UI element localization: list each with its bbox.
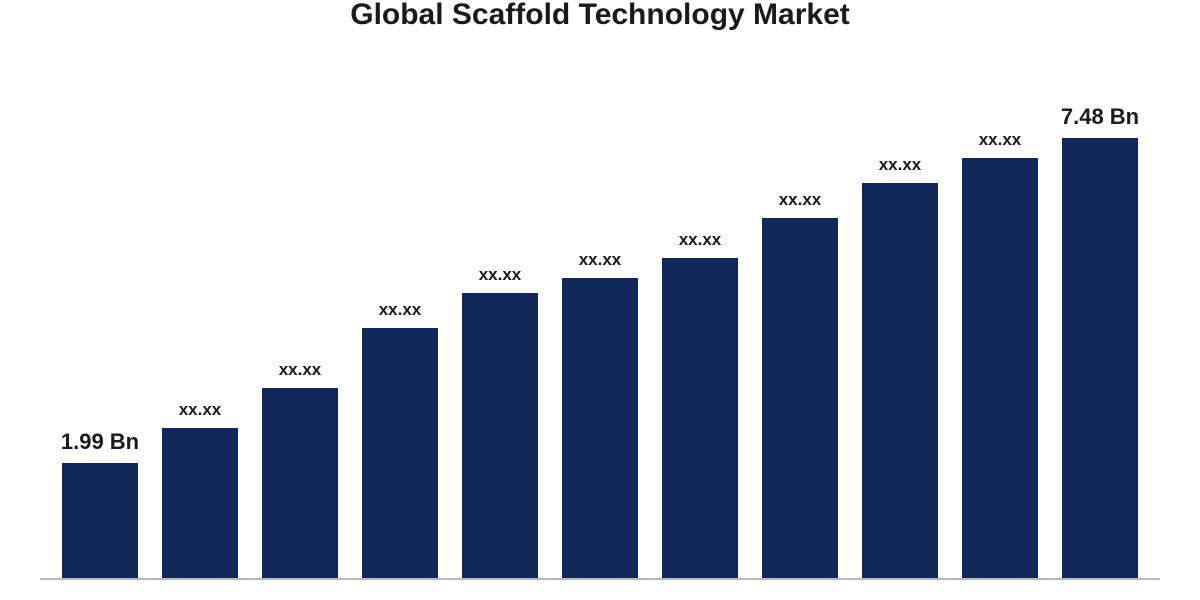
- bar-label: xx.xx: [779, 190, 822, 210]
- bar-label: 1.99 Bn: [61, 429, 139, 455]
- bar: [362, 328, 438, 578]
- bar-label: xx.xx: [379, 300, 422, 320]
- bar-group: xx.xx: [857, 155, 943, 578]
- bar-label: 7.48 Bn: [1061, 104, 1139, 130]
- bar: [1062, 138, 1138, 578]
- bar-label: xx.xx: [579, 250, 622, 270]
- bar: [662, 258, 738, 578]
- bar-label: xx.xx: [279, 360, 322, 380]
- bar-label: xx.xx: [479, 265, 522, 285]
- bar-chart: 1.99 Bn xx.xx xx.xx xx.xx xx.xx xx.xx xx…: [40, 60, 1160, 580]
- bar-group: xx.xx: [357, 300, 443, 578]
- bar-group: xx.xx: [457, 265, 543, 578]
- bar-group: xx.xx: [557, 250, 643, 578]
- bar-group: xx.xx: [957, 130, 1043, 578]
- bar: [262, 388, 338, 578]
- bar-group: xx.xx: [657, 230, 743, 578]
- bar: [162, 428, 238, 578]
- bar-label: xx.xx: [679, 230, 722, 250]
- bar-label: xx.xx: [979, 130, 1022, 150]
- bar-label: xx.xx: [179, 400, 222, 420]
- bar-group: xx.xx: [257, 360, 343, 578]
- chart-title: Global Scaffold Technology Market: [350, 0, 850, 30]
- bar-group: xx.xx: [157, 400, 243, 578]
- bar-label: xx.xx: [879, 155, 922, 175]
- bar-group: 7.48 Bn: [1057, 104, 1143, 578]
- bar: [62, 463, 138, 578]
- bar: [862, 183, 938, 578]
- bar: [762, 218, 838, 578]
- bar: [962, 158, 1038, 578]
- bar: [562, 278, 638, 578]
- bar-group: 1.99 Bn: [57, 429, 143, 578]
- bar: [462, 293, 538, 578]
- bar-group: xx.xx: [757, 190, 843, 578]
